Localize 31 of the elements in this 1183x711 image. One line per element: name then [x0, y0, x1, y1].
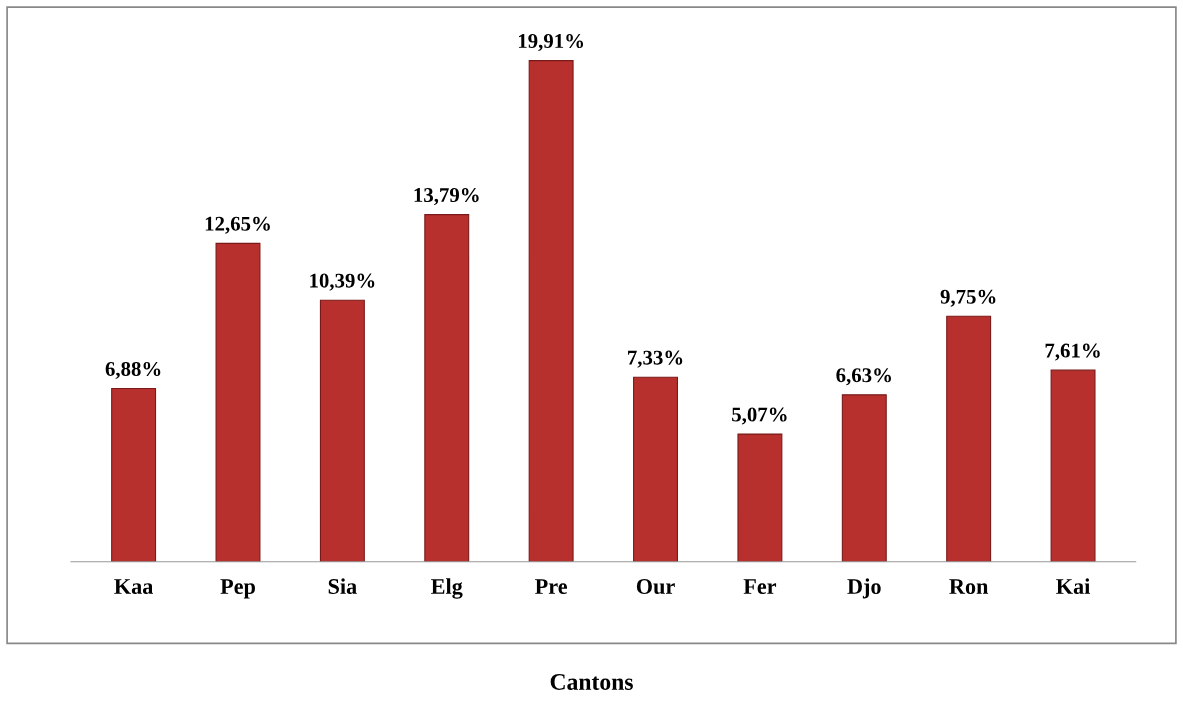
bar [319, 299, 365, 562]
data-label: 5,07% [732, 407, 787, 425]
bar [841, 394, 887, 562]
x-tick-label: Pre [535, 579, 568, 594]
bar [424, 214, 470, 562]
x-tick-label: Elg [431, 578, 463, 599]
x-tick-label: Sia [328, 578, 357, 594]
data-label: 12,65% [205, 216, 270, 234]
x-tick-label: Fer [743, 579, 777, 594]
bar [633, 376, 678, 562]
data-label: 7,33% [628, 350, 683, 368]
x-tick-label: Kai [1056, 578, 1091, 594]
bar [737, 433, 783, 562]
data-label: 9,75% [940, 289, 996, 307]
data-label: 6,63% [836, 368, 891, 386]
x-tick-label: Kaa [114, 579, 154, 594]
data-label: 7,61% [1045, 343, 1100, 361]
data-label: 10,39% [310, 273, 375, 291]
data-label: 13,79% [414, 188, 479, 206]
x-tick-label: Pep [220, 579, 255, 599]
bar [1050, 369, 1096, 562]
bar [946, 315, 992, 562]
bar [111, 387, 157, 562]
x-axis-title: Cantons [550, 674, 633, 690]
x-tick-label: Ron [949, 579, 989, 594]
x-tick-label: Djo [847, 578, 881, 599]
bar [528, 60, 574, 562]
bar [215, 242, 261, 562]
x-tick-label: Our [636, 579, 675, 595]
data-label: 19,91% [518, 33, 584, 52]
data-label: 6,88% [105, 361, 161, 379]
